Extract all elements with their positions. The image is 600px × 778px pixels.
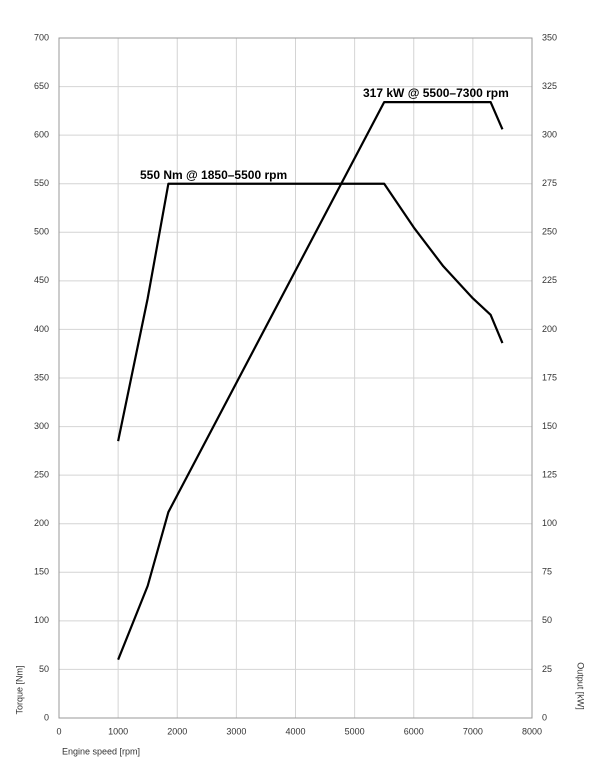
y-tick-label: 100 [34, 615, 49, 625]
series-line [117, 182, 504, 442]
y-tick-label: 650 [34, 81, 49, 91]
x-axis-label: Engine speed [rpm] [62, 746, 140, 756]
x-tick-label: 8000 [522, 726, 542, 736]
y-tick-label: 50 [39, 664, 49, 674]
y2-tick-label: 150 [542, 421, 557, 431]
y-tick-label: 300 [34, 421, 49, 431]
y-tick-label: 400 [34, 324, 49, 334]
y2-tick-label: 125 [542, 470, 557, 480]
y-tick-label: 500 [34, 227, 49, 237]
y-tick-label: 600 [34, 130, 49, 140]
y2-tick-label: 0 [542, 712, 547, 722]
y-tick-label: 700 [34, 32, 49, 42]
y-tick-label: 550 [34, 178, 49, 188]
x-tick-label: 7000 [463, 726, 483, 736]
y-tick-label: 150 [34, 567, 49, 577]
y2-tick-label: 225 [542, 275, 557, 285]
plot-border [58, 37, 533, 719]
x-tick-label: 2000 [167, 726, 187, 736]
y-tick-label: 350 [34, 372, 49, 382]
x-tick-label: 0 [56, 726, 61, 736]
x-tick-label: 1000 [108, 726, 128, 736]
y-tick-label: 250 [34, 470, 49, 480]
x-tick-label: 5000 [345, 726, 365, 736]
y2-tick-label: 75 [542, 567, 552, 577]
y2-tick-label: 175 [542, 372, 557, 382]
y2-tick-label: 25 [542, 664, 552, 674]
x-tick-label: 4000 [285, 726, 305, 736]
y2-axis-label: Output [kW] [576, 662, 586, 710]
y2-tick-label: 50 [542, 615, 552, 625]
y2-tick-label: 200 [542, 324, 557, 334]
y2-tick-label: 100 [542, 518, 557, 528]
y-tick-label: 200 [34, 518, 49, 528]
y-tick-label: 0 [44, 712, 49, 722]
y2-tick-label: 300 [542, 130, 557, 140]
annotation: 317 kW @ 5500–7300 rpm [363, 86, 509, 100]
x-tick-label: 6000 [404, 726, 424, 736]
annotation: 550 Nm @ 1850–5500 rpm [140, 168, 287, 182]
y2-tick-label: 350 [542, 32, 557, 42]
y2-tick-label: 250 [542, 227, 557, 237]
y-tick-label: 450 [34, 275, 49, 285]
y-axis-label: Torque [Nm] [14, 665, 24, 714]
y2-tick-label: 275 [542, 178, 557, 188]
x-tick-label: 3000 [226, 726, 246, 736]
y2-tick-label: 325 [542, 81, 557, 91]
series-line [117, 101, 504, 661]
